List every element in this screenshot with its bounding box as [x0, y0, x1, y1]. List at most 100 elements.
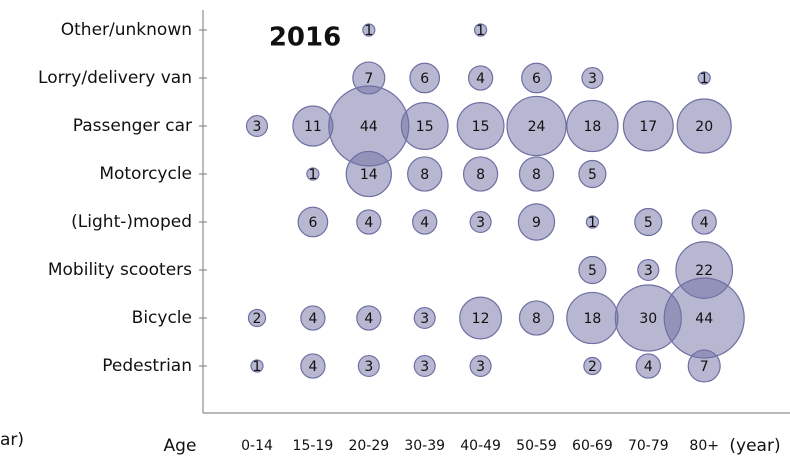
x-tick-label: 0-14 — [241, 438, 273, 454]
bubble — [473, 23, 488, 37]
x-tick-label: 15-19 — [293, 438, 334, 454]
data-label: 9 — [532, 215, 541, 231]
bubble — [412, 209, 438, 235]
bubble — [300, 353, 326, 379]
bubble — [409, 62, 441, 94]
y-tick-label: Mobility scooters — [48, 260, 192, 280]
data-label: 3 — [253, 119, 262, 135]
x-tick-label: 70-79 — [628, 438, 669, 454]
bubble — [578, 159, 607, 189]
bubble — [356, 305, 382, 331]
x-axis-label: Age — [164, 436, 197, 456]
data-label: 3 — [476, 215, 485, 231]
chart-title: 2016 — [269, 23, 341, 53]
data-label: 4 — [308, 311, 317, 327]
bubble — [413, 354, 436, 378]
bubble — [469, 210, 492, 234]
data-label: 3 — [476, 359, 485, 375]
y-tick-label: (Light-)moped — [71, 212, 192, 232]
data-label: 4 — [308, 359, 317, 375]
data-label: 22 — [695, 263, 713, 279]
data-label: 6 — [420, 71, 429, 87]
bubble — [356, 209, 382, 235]
cut-text: ar) — [0, 430, 24, 450]
data-label: 3 — [420, 359, 429, 375]
x-tick-label: 60-69 — [572, 438, 613, 454]
bubble — [245, 114, 269, 138]
data-label: 12 — [472, 311, 490, 327]
data-label: 4 — [420, 215, 429, 231]
y-tick-label: Lorry/delivery van — [38, 68, 192, 88]
data-label: 2 — [253, 311, 262, 327]
data-label: 5 — [588, 167, 597, 183]
data-label: 6 — [532, 71, 541, 87]
bubble — [697, 71, 711, 85]
bubble — [467, 65, 494, 91]
data-label: 3 — [364, 359, 373, 375]
bubble — [469, 354, 492, 378]
data-label: 4 — [364, 311, 373, 327]
data-label: 20 — [695, 119, 713, 135]
bubble — [250, 359, 264, 373]
bubble — [518, 156, 555, 192]
bubble — [585, 215, 600, 229]
bubble — [521, 62, 552, 94]
bubble — [566, 99, 619, 153]
x-tick-label: 20-29 — [348, 438, 389, 454]
data-label: 44 — [360, 119, 378, 135]
data-label: 8 — [532, 311, 541, 327]
data-label: 1 — [308, 167, 317, 183]
bubble — [400, 102, 449, 150]
bubble — [462, 156, 499, 192]
data-label: 4 — [644, 359, 653, 375]
bubble — [306, 167, 320, 181]
data-label: 4 — [476, 71, 485, 87]
bubble — [517, 203, 556, 241]
bubble — [357, 354, 380, 378]
data-label: 6 — [308, 215, 317, 231]
bubble — [413, 306, 436, 330]
bubble — [345, 150, 392, 198]
bubble — [247, 308, 267, 328]
data-label: 1 — [588, 215, 597, 231]
data-label: 18 — [583, 119, 601, 135]
bubble — [456, 102, 505, 150]
data-label: 7 — [364, 71, 373, 87]
data-label: 30 — [639, 311, 657, 327]
data-label: 1 — [700, 71, 709, 87]
bubble — [622, 100, 674, 152]
bubble — [581, 66, 604, 90]
x-tick-label: 40-49 — [460, 438, 501, 454]
y-tick-label: Passenger car — [73, 116, 192, 136]
y-tick-label: Motorcycle — [99, 164, 192, 184]
bubble — [518, 300, 555, 336]
bubble — [637, 258, 660, 282]
data-label: 17 — [639, 119, 657, 135]
data-label: 44 — [695, 311, 713, 327]
data-label: 5 — [588, 263, 597, 279]
data-label: 8 — [420, 167, 429, 183]
data-label: 3 — [588, 71, 597, 87]
bubble — [362, 23, 376, 37]
bubble — [676, 98, 732, 154]
bubble — [578, 255, 607, 285]
data-label: 3 — [644, 263, 653, 279]
y-tick-label: Pedestrian — [102, 356, 192, 376]
bubble — [687, 349, 721, 383]
bubble — [691, 209, 717, 235]
x-tick-label: 30-39 — [404, 438, 445, 454]
data-label: 7 — [700, 359, 709, 375]
data-label: 4 — [364, 215, 373, 231]
x-tick-label: 80+ — [689, 438, 719, 454]
data-label: 2 — [588, 359, 597, 375]
data-label: 1 — [364, 23, 373, 39]
data-label: 18 — [583, 311, 601, 327]
data-label: 15 — [472, 119, 490, 135]
data-label: 8 — [476, 167, 485, 183]
data-label: 24 — [528, 119, 546, 135]
bubble — [407, 156, 443, 192]
y-tick-label: Bicycle — [132, 308, 192, 328]
data-label: 14 — [360, 167, 378, 183]
data-label: 4 — [700, 215, 709, 231]
